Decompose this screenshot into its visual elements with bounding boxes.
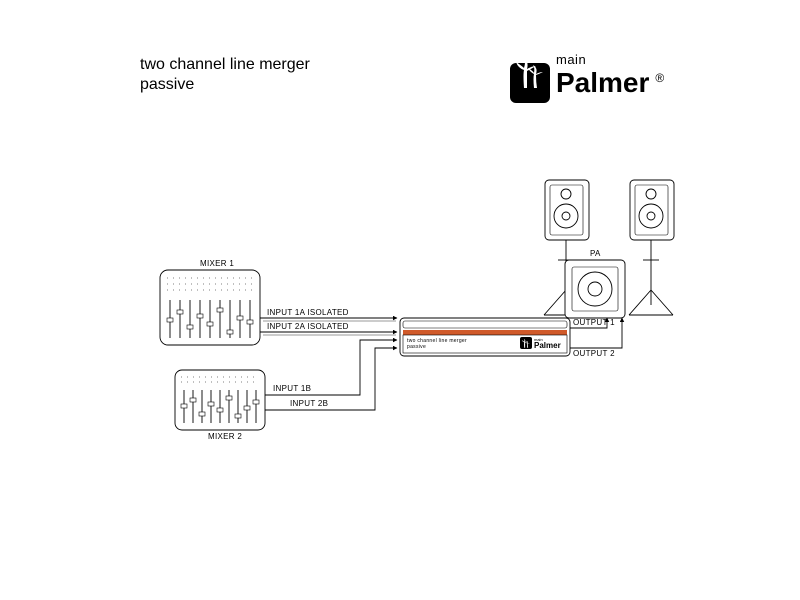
device-logo: main Palmer <box>520 337 561 349</box>
label-mixer1: MIXER 1 <box>200 259 234 268</box>
mixer1 <box>160 270 260 345</box>
device-text2: passive <box>407 344 426 350</box>
mixer2 <box>175 370 265 430</box>
label-pa: PA <box>590 249 601 258</box>
speaker-right <box>629 180 674 315</box>
device-brand-big: Palmer <box>534 342 561 349</box>
label-in1a: INPUT 1A ISOLATED <box>267 308 349 317</box>
label-out1: OUTPUT 1 <box>573 318 615 327</box>
diagram <box>0 0 800 600</box>
label-in1b: INPUT 1B <box>273 384 311 393</box>
label-mixer2: MIXER 2 <box>208 432 242 441</box>
label-out2: OUTPUT 2 <box>573 349 615 358</box>
subwoofer <box>565 260 625 318</box>
label-in2b: INPUT 2B <box>290 399 328 408</box>
label-in2a: INPUT 2A ISOLATED <box>267 322 349 331</box>
